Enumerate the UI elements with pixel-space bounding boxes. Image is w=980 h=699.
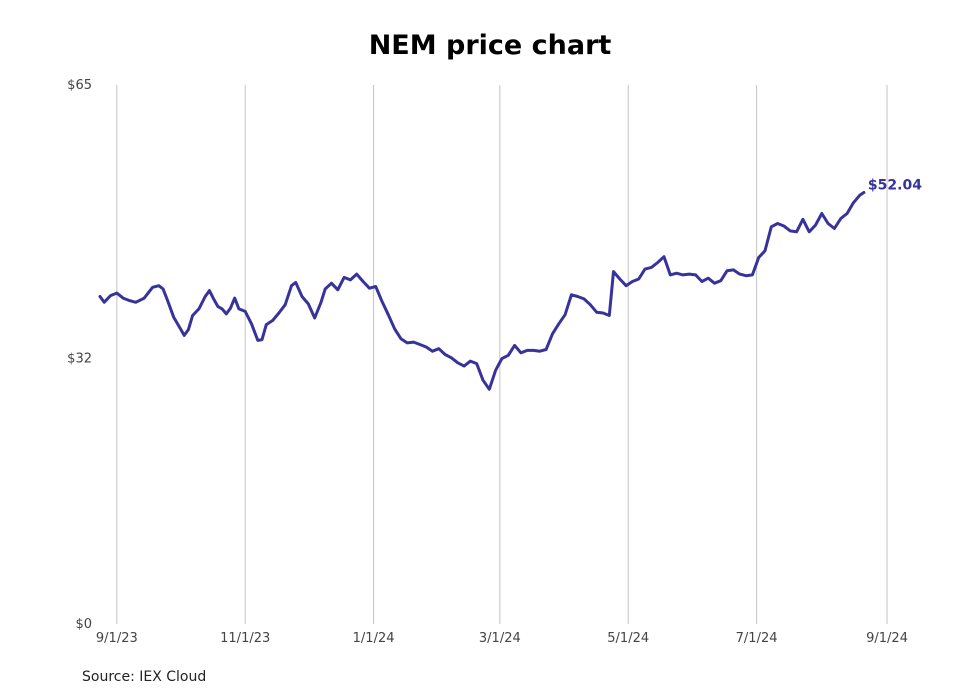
grid-layer xyxy=(116,85,888,624)
x-tick-label: 5/1/24 xyxy=(607,631,649,646)
x-tick-label: 11/1/23 xyxy=(220,631,270,646)
x-tick-label: 7/1/24 xyxy=(736,631,778,646)
series-line xyxy=(98,191,866,391)
x-tick-label: 3/1/24 xyxy=(479,631,521,646)
x-axis-ticks: 9/1/23 11/1/23 1/1/24 3/1/24 5/1/24 7/1/24 9/1… xyxy=(96,631,908,646)
x-tick-label: 9/1/24 xyxy=(866,631,908,646)
x-tick-label: 1/1/24 xyxy=(353,631,395,646)
chart-title: NEM price chart xyxy=(368,30,612,61)
y-tick-label: $32 xyxy=(67,352,92,367)
chart-source: Source: IEX Cloud xyxy=(82,669,207,685)
series-layer: $52.04 xyxy=(98,177,922,391)
y-tick-label: $0 xyxy=(75,617,92,632)
y-tick-label: $65 xyxy=(67,78,92,93)
last-value-label: $52.04 xyxy=(868,177,922,193)
y-axis-ticks: $65 $32 $0 xyxy=(67,78,92,632)
x-tick-label: 9/1/23 xyxy=(96,631,138,646)
